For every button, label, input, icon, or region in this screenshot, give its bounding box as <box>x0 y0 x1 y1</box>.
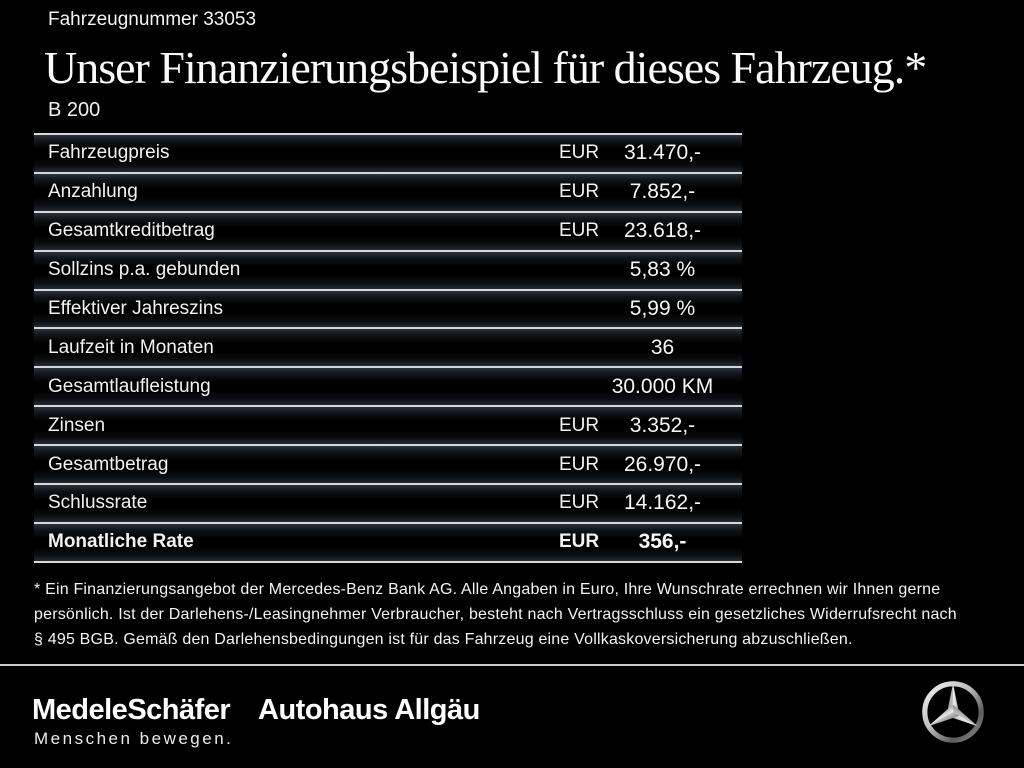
row-value: 5,83 % <box>629 258 696 282</box>
row-value: 7.852,- <box>629 180 696 204</box>
vehicle-model: B 200 <box>48 99 101 121</box>
row-label: Monatliche Rate <box>48 531 194 553</box>
table-row: Anzahlung EUR 7.852,- <box>34 171 742 211</box>
table-row: Laufzeit in Monaten 36 <box>34 327 742 367</box>
row-value: 356,- <box>638 530 687 554</box>
table-row: Sollzins p.a. gebunden 5,83 % <box>34 249 742 289</box>
row-currency: EUR <box>559 142 600 164</box>
footnote-line: § 495 BGB. Gemäß den Darlehensbedingunge… <box>34 631 853 648</box>
page-title: Unser Finanzierungsbeispiel für dieses F… <box>44 42 927 93</box>
table-row: Gesamtlaufleistung 30.000 KM <box>34 366 742 406</box>
financing-table: Fahrzeugpreis EUR 31.470,- Anzahlung EUR… <box>34 133 742 563</box>
row-label: Anzahlung <box>48 181 138 203</box>
row-label: Zinsen <box>48 414 106 436</box>
row-label: Gesamtlaufleistung <box>48 375 211 397</box>
row-value: 14.162,- <box>623 491 702 515</box>
row-currency: EUR <box>559 453 600 475</box>
footnote-line: * Ein Finanzierungsangebot der Mercedes-… <box>34 581 941 598</box>
row-label: Sollzins p.a. gebunden <box>48 259 241 281</box>
row-label: Gesamtkreditbetrag <box>48 220 215 242</box>
footnote-line: persönlich. Ist der Darlehens-/Leasingne… <box>34 606 957 623</box>
row-label: Effektiver Jahreszins <box>48 298 223 319</box>
row-value: 5,99 % <box>629 297 696 320</box>
mercedes-star-icon <box>922 681 984 743</box>
row-value: 30.000 KM <box>611 374 714 398</box>
table-row: Gesamtkreditbetrag EUR 23.618,- <box>34 210 742 250</box>
row-currency: EUR <box>559 414 600 436</box>
row-value: 3.352,- <box>629 413 696 437</box>
row-currency: EUR <box>559 492 600 514</box>
dealer-logo-autohaus-allgaeu: Autohaus Allgäu <box>258 694 480 726</box>
row-value: 31.470,- <box>623 141 702 165</box>
dealer-tagline: Menschen bewegen. <box>34 729 234 748</box>
table-row: Monatliche Rate EUR 356,- <box>34 521 742 561</box>
footnote: * Ein Finanzierungsangebot der Mercedes-… <box>34 577 994 652</box>
table-row: Zinsen EUR 3.352,- <box>34 405 742 445</box>
dealer-logo-medele-schaefer: MedeleSchäfer <box>32 694 231 726</box>
row-value: 23.618,- <box>623 219 702 243</box>
row-currency: EUR <box>559 220 600 242</box>
table-row: Fahrzeugpreis EUR 31.470,- <box>34 133 742 172</box>
footer-divider <box>0 664 1024 666</box>
row-label: Schlussrate <box>48 492 148 514</box>
vehicle-number: Fahrzeugnummer 33053 <box>48 9 257 30</box>
row-value: 36 <box>650 335 675 359</box>
table-row: Gesamtbetrag EUR 26.970,- <box>34 444 742 484</box>
table-row: Schlussrate EUR 14.162,- <box>34 483 742 522</box>
row-label: Laufzeit in Monaten <box>48 336 214 358</box>
row-currency: EUR <box>559 181 600 203</box>
row-label: Gesamtbetrag <box>48 453 169 475</box>
row-value: 26.970,- <box>623 452 702 476</box>
row-currency: EUR <box>559 531 600 553</box>
table-row: Effektiver Jahreszins 5,99 % <box>34 288 742 328</box>
row-label: Fahrzeugpreis <box>48 142 170 164</box>
